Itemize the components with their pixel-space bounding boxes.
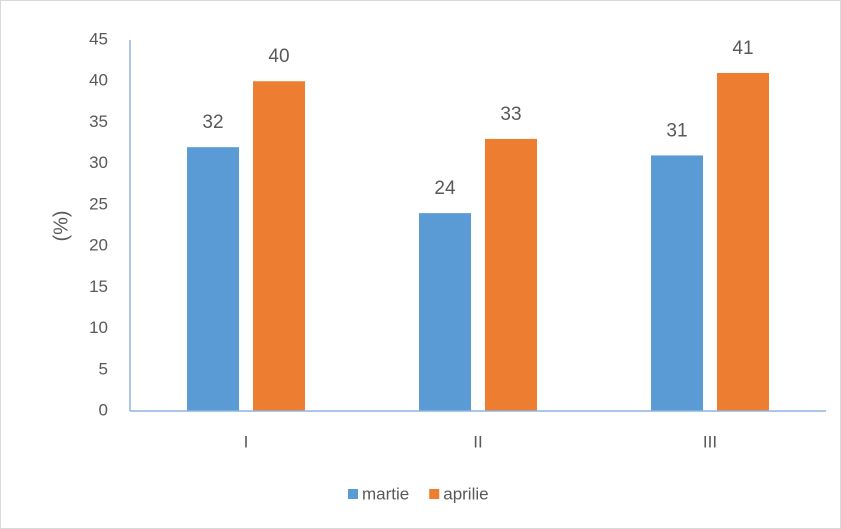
x-tick-label: III: [703, 432, 717, 451]
x-tick-label: I: [244, 432, 249, 451]
y-tick-label: 10: [89, 318, 108, 337]
legend-swatch: [429, 489, 440, 499]
legend-swatch: [348, 489, 358, 499]
bar: [253, 81, 305, 411]
y-tick-label: 45: [89, 29, 108, 48]
data-label: 32: [202, 112, 223, 133]
legend-label: martie: [362, 484, 409, 503]
y-tick-label: 35: [89, 112, 108, 131]
data-label: 40: [268, 46, 289, 67]
bar: [187, 147, 239, 411]
x-tick-label: II: [473, 432, 482, 451]
data-label: 31: [666, 120, 687, 141]
y-tick-label: 5: [99, 359, 108, 378]
bar: [485, 138, 537, 411]
y-tick-label: 30: [89, 153, 108, 172]
y-tick-label: 20: [89, 236, 108, 255]
data-label: 24: [434, 178, 456, 199]
data-label: 33: [500, 104, 521, 125]
y-tick-label: 25: [89, 194, 108, 213]
y-tick-label: 0: [99, 400, 108, 419]
bar: [717, 72, 769, 411]
y-tick-label: 15: [89, 277, 108, 296]
data-label: 41: [732, 38, 753, 59]
y-tick-label: 40: [89, 71, 108, 90]
bar: [419, 213, 471, 411]
legend-label: aprilie: [443, 484, 488, 503]
bar: [651, 155, 703, 411]
y-axis-label: (%): [50, 210, 72, 241]
